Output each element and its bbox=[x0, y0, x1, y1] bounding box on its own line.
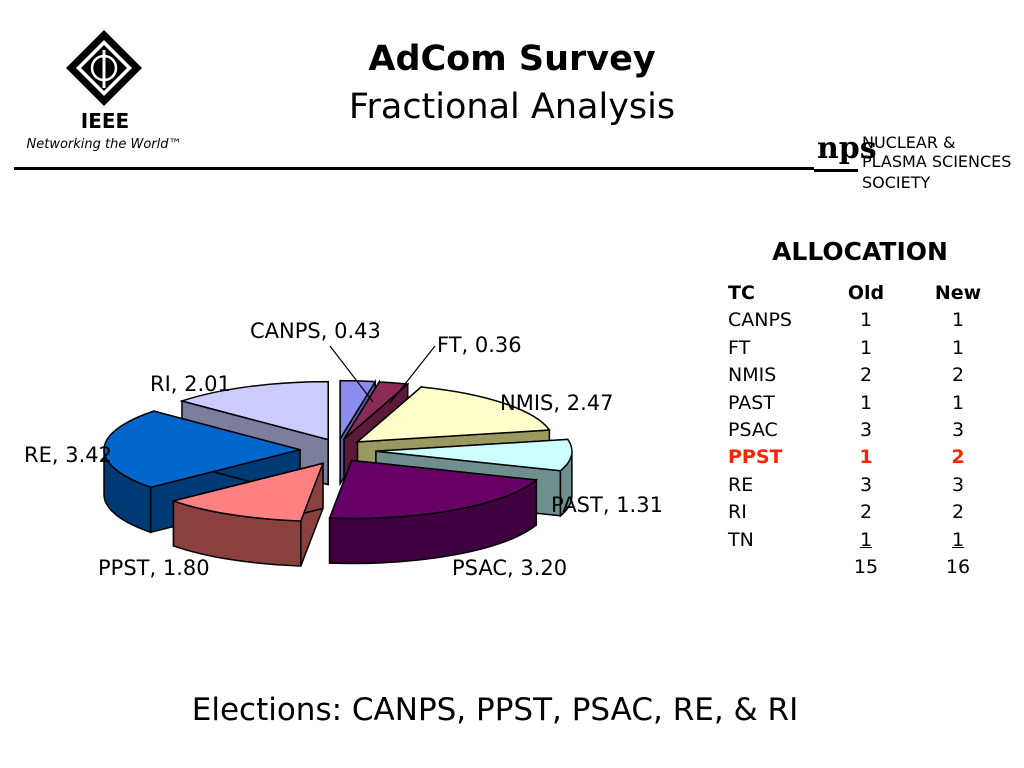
slice-label-nmis: NMIS, 2.47 bbox=[500, 391, 613, 415]
ieee-logo: IEEE Networking the World™ bbox=[27, 30, 182, 152]
allocation-new-cell: 2 bbox=[951, 446, 965, 469]
allocation-total-label bbox=[722, 554, 824, 581]
allocation-row-canps: CANPS 1 1 bbox=[722, 307, 1008, 334]
nps-line1: NUCLEAR & bbox=[862, 133, 956, 152]
allocation-row-nmis: NMIS 2 2 bbox=[722, 362, 1008, 389]
allocation-old-cell: 1 bbox=[859, 528, 873, 551]
ieee-tagline: Networking the World™ bbox=[27, 137, 182, 152]
nps-line3: SOCIETY bbox=[862, 173, 931, 192]
slice-label-ppst: PPST, 1.80 bbox=[98, 556, 210, 580]
allocation-new-cell: 1 bbox=[951, 309, 965, 332]
allocation-total-old: 15 bbox=[853, 556, 879, 579]
elections-note: Elections: CANPS, PPST, PSAC, RE, & RI bbox=[191, 692, 799, 728]
allocation-old-cell: 3 bbox=[859, 419, 873, 442]
allocation-tc-cell: CANPS bbox=[728, 309, 792, 332]
leader-line-canps bbox=[329, 345, 374, 403]
header-rule bbox=[14, 167, 814, 170]
allocation-row-ft: FT 1 1 bbox=[722, 335, 1008, 362]
allocation-new-cell: 1 bbox=[951, 391, 965, 414]
page-subtitle: Fractional Analysis bbox=[348, 87, 676, 127]
allocation-header-new: New bbox=[934, 282, 982, 304]
allocation-new-cell: 3 bbox=[951, 419, 965, 442]
nps-mark: nps bbox=[817, 131, 877, 166]
allocation-row-past: PAST 1 1 bbox=[722, 390, 1008, 417]
allocation-old-cell: 3 bbox=[859, 473, 873, 496]
pie-slice-psac bbox=[328, 459, 539, 565]
slice-label-ri: RI, 2.01 bbox=[150, 372, 231, 396]
slice-label-psac: PSAC, 3.20 bbox=[452, 556, 567, 580]
allocation-new-cell: 2 bbox=[951, 364, 965, 387]
leader-line-ft bbox=[389, 345, 436, 404]
allocation-new-cell: 2 bbox=[951, 501, 965, 524]
allocation-total-new: 16 bbox=[945, 556, 971, 579]
allocation-tc-cell: PSAC bbox=[728, 419, 778, 442]
allocation-header-tc: TC bbox=[728, 282, 755, 304]
nps-line2: PLASMA SCIENCES bbox=[862, 152, 1011, 171]
allocation-header-row: TC Old New bbox=[722, 280, 1008, 307]
allocation-header-old: Old bbox=[847, 282, 885, 304]
slice-label-past: PAST, 1.31 bbox=[551, 493, 663, 517]
allocation-row-tn: TN 1 1 bbox=[722, 527, 1008, 554]
allocation-old-cell: 1 bbox=[859, 309, 873, 332]
allocation-old-cell: 2 bbox=[859, 364, 873, 387]
pie-slice-ppst bbox=[170, 462, 325, 567]
slice-label-re: RE, 3.42 bbox=[24, 443, 112, 467]
slice-label-ft: FT, 0.36 bbox=[437, 333, 522, 357]
nps-logo: nps NUCLEAR & PLASMA SCIENCES SOCIETY bbox=[814, 131, 1011, 192]
allocation-tc-cell: RE bbox=[728, 473, 754, 496]
allocation-title: ALLOCATION bbox=[772, 237, 948, 266]
pie-chart: CANPS, 0.43 FT, 0.36 NMIS, 2.47 PAST, 1.31 P… bbox=[24, 319, 663, 580]
slice-label-canps: CANPS, 0.43 bbox=[250, 319, 381, 343]
allocation-old-cell: 1 bbox=[859, 446, 873, 469]
allocation-row-psac: PSAC 3 3 bbox=[722, 417, 1008, 444]
allocation-tc-cell: PPST bbox=[728, 446, 783, 469]
allocation-row-ppst: PPST 1 2 bbox=[722, 444, 1008, 471]
allocation-row-re: RE 3 3 bbox=[722, 472, 1008, 499]
allocation-new-cell: 3 bbox=[951, 473, 965, 496]
allocation-tc-cell: RI bbox=[728, 501, 747, 524]
ieee-logo-text: IEEE bbox=[81, 109, 129, 133]
allocation-old-cell: 1 bbox=[859, 391, 873, 414]
allocation-tc-cell: TN bbox=[728, 528, 754, 551]
allocation-table: TC Old New CANPS 1 1 FT 1 1 NMIS 2 2 PAST 1 1 PSAC 3 3… bbox=[722, 280, 1008, 581]
allocation-tc-cell: PAST bbox=[728, 391, 775, 414]
page-title: AdCom Survey bbox=[368, 39, 656, 79]
allocation-old-cell: 2 bbox=[859, 501, 873, 524]
allocation-new-cell: 1 bbox=[951, 528, 965, 551]
allocation-row-ri: RI 2 2 bbox=[722, 499, 1008, 526]
pie-labels: CANPS, 0.43 FT, 0.36 NMIS, 2.47 PAST, 1.31 P… bbox=[24, 319, 663, 580]
allocation-tc-cell: NMIS bbox=[728, 364, 777, 387]
allocation-tc-cell: FT bbox=[728, 336, 751, 359]
pie-slices bbox=[103, 378, 573, 567]
allocation-new-cell: 1 bbox=[951, 336, 965, 359]
allocation-totals-row: 15 16 bbox=[722, 554, 1008, 581]
pie-leader-lines bbox=[329, 345, 436, 404]
allocation-old-cell: 1 bbox=[859, 336, 873, 359]
